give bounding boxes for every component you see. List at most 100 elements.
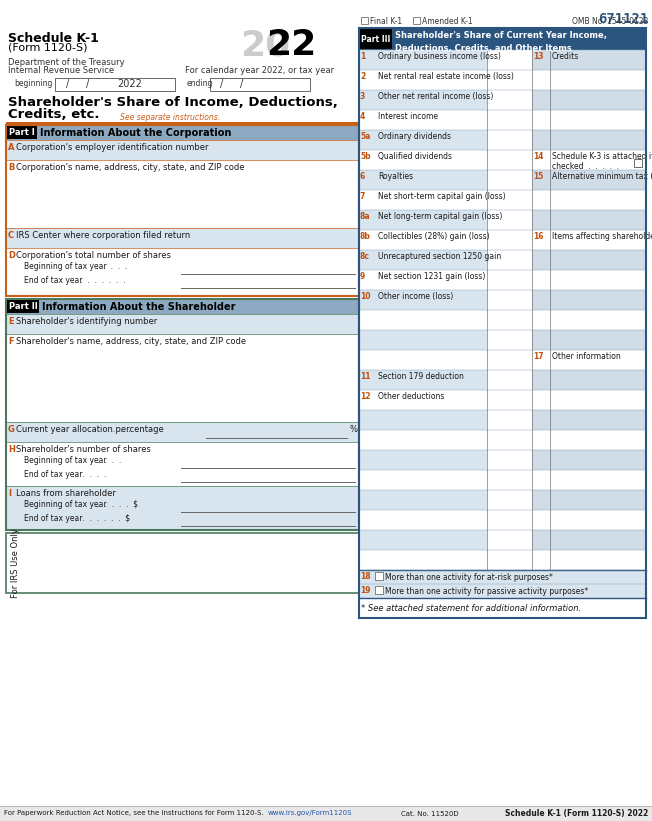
Text: Collectibles (28%) gain (loss): Collectibles (28%) gain (loss)	[378, 232, 490, 241]
Text: 8b: 8b	[360, 232, 371, 241]
Text: For IRS Use Only: For IRS Use Only	[12, 528, 20, 598]
Bar	[487, 390, 532, 410]
Bar	[359, 250, 487, 270]
Bar	[532, 450, 646, 470]
Bar	[6, 314, 359, 334]
Bar	[210, 78, 310, 91]
Bar	[532, 470, 646, 490]
Text: Shareholder's identifying number: Shareholder's identifying number	[16, 317, 157, 326]
Bar	[532, 270, 646, 290]
Bar	[359, 530, 487, 550]
Text: .  .  .  .  .  .  $: . . . . . . $	[88, 500, 138, 509]
Text: 12: 12	[360, 392, 370, 401]
Text: H: H	[8, 445, 15, 454]
Text: Ordinary business income (loss): Ordinary business income (loss)	[378, 52, 501, 61]
Bar	[359, 370, 487, 390]
Text: F: F	[8, 337, 14, 346]
Text: 5b: 5b	[360, 152, 370, 161]
Text: .  .  .  .  .: . . . . .	[94, 262, 127, 271]
Text: .  .  .  .  .: . . . . .	[73, 470, 106, 479]
Text: Schedule K-1 (Form 1120-S) 2022: Schedule K-1 (Form 1120-S) 2022	[505, 809, 648, 818]
Text: beginning: beginning	[14, 80, 53, 89]
Text: Information About the Shareholder: Information About the Shareholder	[42, 301, 235, 311]
Bar	[487, 370, 532, 390]
Bar	[359, 290, 487, 310]
Bar	[487, 210, 532, 230]
Bar	[532, 490, 646, 510]
Bar	[359, 350, 487, 370]
Bar	[359, 28, 646, 618]
Bar	[359, 390, 487, 410]
Text: Qualified dividends: Qualified dividends	[378, 152, 452, 161]
Text: .  .  .  .  .  .  .  $: . . . . . . . $	[73, 514, 130, 523]
Bar	[413, 17, 420, 24]
Bar	[487, 50, 532, 70]
Text: Other income (loss): Other income (loss)	[378, 292, 453, 301]
Text: 5a: 5a	[360, 132, 370, 141]
Text: 4: 4	[360, 112, 365, 121]
Text: Other net rental income (loss): Other net rental income (loss)	[378, 92, 494, 101]
Bar	[487, 250, 532, 270]
Text: A: A	[8, 143, 14, 152]
Text: Royalties: Royalties	[378, 172, 413, 181]
Text: End of tax year: End of tax year	[24, 470, 83, 479]
Text: 20: 20	[240, 28, 290, 62]
Bar	[532, 310, 646, 330]
Bar	[6, 442, 359, 486]
Text: Other deductions: Other deductions	[378, 392, 445, 401]
Text: .  .  .: . . .	[110, 425, 131, 434]
Bar	[359, 510, 487, 530]
Text: (Form 1120-S): (Form 1120-S)	[8, 43, 87, 53]
Bar	[359, 90, 487, 110]
Bar	[487, 490, 532, 510]
Bar	[359, 584, 646, 598]
Text: 1: 1	[360, 52, 365, 61]
Text: /: /	[241, 79, 244, 89]
Bar	[532, 370, 646, 390]
Text: C: C	[8, 231, 14, 240]
Bar	[487, 90, 532, 110]
Bar	[487, 530, 532, 550]
Text: 15: 15	[533, 172, 543, 181]
Text: Net short-term capital gain (loss): Net short-term capital gain (loss)	[378, 192, 505, 201]
Bar	[361, 17, 368, 24]
Text: Net section 1231 gain (loss): Net section 1231 gain (loss)	[378, 272, 485, 281]
Bar	[487, 550, 532, 570]
Bar	[7, 300, 39, 313]
Bar	[532, 70, 646, 90]
Text: .  .  .  .  .  .  .: . . . . . . .	[78, 276, 125, 285]
Bar	[487, 450, 532, 470]
Text: ending: ending	[187, 80, 213, 89]
Bar	[532, 390, 646, 410]
Bar	[359, 430, 487, 450]
Text: Department of the Treasury: Department of the Treasury	[8, 58, 125, 67]
Bar	[359, 210, 487, 230]
Text: Unrecaptured section 1250 gain: Unrecaptured section 1250 gain	[378, 252, 501, 261]
Bar	[487, 230, 532, 250]
Text: 8a: 8a	[360, 212, 370, 221]
Bar	[359, 490, 487, 510]
Bar	[6, 125, 359, 140]
Bar	[6, 299, 359, 314]
Bar	[487, 350, 532, 370]
Text: Credits: Credits	[552, 52, 579, 61]
Text: .  .  .  .  .: . . . . .	[88, 456, 121, 465]
Bar	[532, 210, 646, 230]
Text: More than one activity for at-risk purposes*: More than one activity for at-risk purpo…	[385, 572, 553, 581]
Text: For Paperwork Reduction Act Notice, see the Instructions for Form 1120-S.: For Paperwork Reduction Act Notice, see …	[4, 810, 263, 817]
Text: Amended K-1: Amended K-1	[422, 17, 473, 26]
Bar	[6, 125, 359, 296]
Bar	[359, 230, 487, 250]
Bar	[359, 470, 487, 490]
Text: Credits, etc.: Credits, etc.	[8, 108, 100, 121]
Bar	[634, 159, 642, 167]
Bar	[359, 310, 487, 330]
Bar	[532, 410, 646, 430]
Bar	[532, 170, 646, 190]
Text: For calendar year 2022, or tax year: For calendar year 2022, or tax year	[185, 66, 334, 75]
Text: B: B	[8, 163, 14, 172]
Text: 2022: 2022	[117, 79, 142, 89]
Text: Beginning of tax year: Beginning of tax year	[24, 262, 107, 271]
Text: www.irs.gov/Form1120S: www.irs.gov/Form1120S	[268, 810, 352, 817]
Bar	[487, 290, 532, 310]
